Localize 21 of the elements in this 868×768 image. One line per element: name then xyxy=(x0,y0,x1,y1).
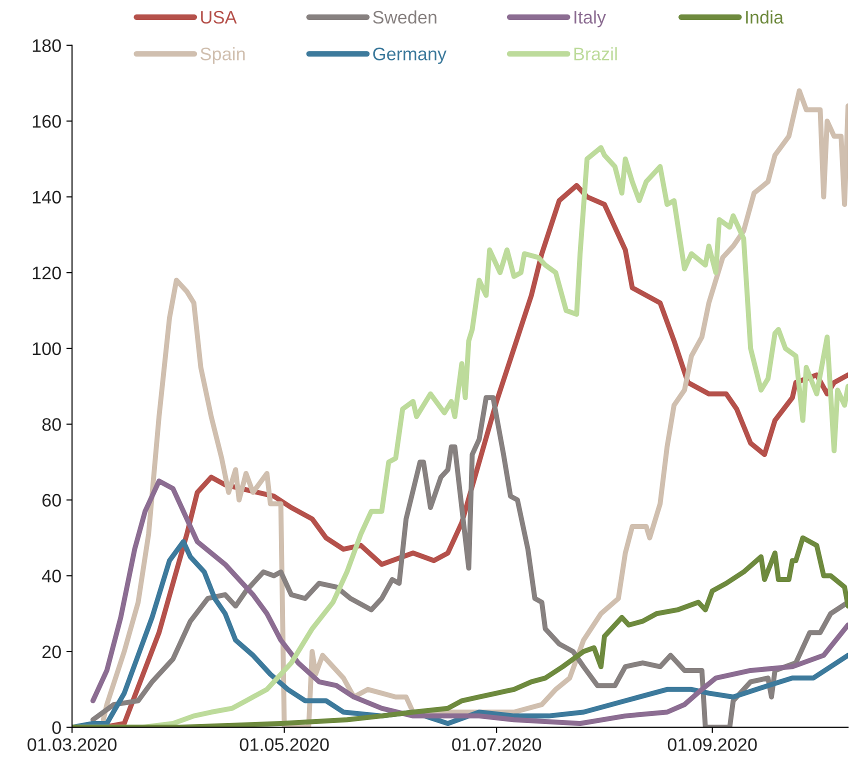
legend-label: Sweden xyxy=(373,10,436,24)
legend-label: USA xyxy=(201,10,237,24)
y-tick-label: 120 xyxy=(32,266,61,280)
x-tick-label: 01.05.2020 xyxy=(240,738,329,751)
y-tick-label: 60 xyxy=(42,494,61,507)
y-tick-label: 40 xyxy=(42,570,61,582)
x-tick-label: 01.09.2020 xyxy=(668,738,757,751)
legend-label: Italy xyxy=(574,10,606,28)
y-tick-label: 80 xyxy=(42,418,61,431)
y-tick-label: 0 xyxy=(52,721,61,734)
legend-label: India xyxy=(746,10,784,24)
legend-label: Germany xyxy=(373,48,446,64)
y-tick-label: 100 xyxy=(32,342,61,356)
legend-label: Brazil xyxy=(574,47,617,60)
x-tick-label: 01.03.2020 xyxy=(28,738,117,751)
y-tick-label: 140 xyxy=(32,190,61,204)
y-tick-label: 180 xyxy=(32,39,61,52)
y-tick-label: 160 xyxy=(32,115,61,128)
y-tick-label: 20 xyxy=(42,645,61,658)
legend-label: Spain xyxy=(200,47,245,64)
x-tick-label: 01.07.2020 xyxy=(452,738,542,751)
